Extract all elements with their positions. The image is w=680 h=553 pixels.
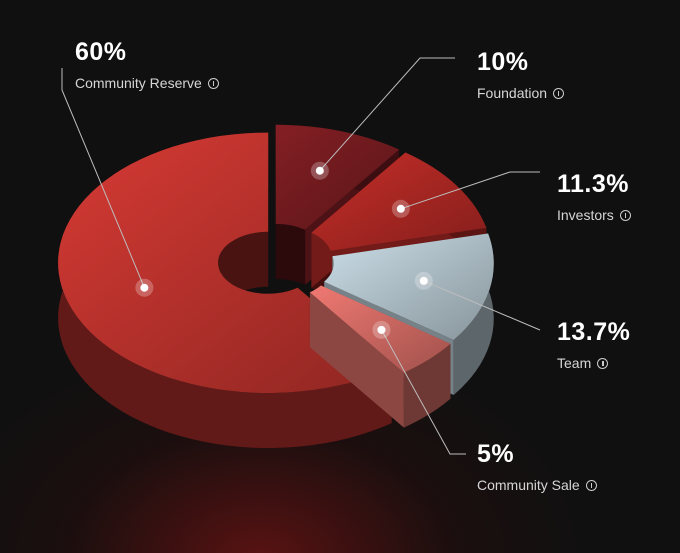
category-name: Team	[557, 355, 592, 371]
slice	[58, 132, 392, 393]
marker-dot	[419, 276, 428, 285]
label: 60% Community Reserve	[75, 38, 219, 91]
leader-line	[423, 280, 541, 331]
category-name: Foundation	[477, 85, 548, 101]
info-icon[interactable]	[553, 87, 565, 99]
category-name: Community Reserve	[75, 75, 202, 91]
info-icon[interactable]	[619, 209, 631, 221]
leader-line	[400, 171, 540, 210]
label: 11.3% Investors	[557, 170, 631, 223]
leader-line	[381, 329, 466, 455]
slice-outer-wall	[403, 343, 451, 428]
category-name: Community Sale	[477, 477, 580, 493]
label: 5% Community Sale	[477, 440, 597, 493]
slice	[275, 124, 400, 230]
leader-line	[61, 68, 145, 288]
slice-inner-wall	[275, 223, 306, 285]
percent-label: 13.7%	[557, 318, 631, 346]
slice-outer-wall	[453, 233, 494, 395]
marker-dot	[140, 283, 149, 292]
category-label: Foundation	[477, 85, 565, 101]
category-label: Community Reserve	[75, 75, 219, 91]
category-label: Investors	[557, 207, 631, 223]
leader-line	[319, 57, 455, 172]
label: 10% Foundation	[477, 48, 565, 101]
info-icon[interactable]	[585, 479, 597, 491]
percent-label: 11.3%	[557, 170, 630, 198]
marker-dot	[396, 204, 405, 213]
category-label: Team	[557, 355, 630, 371]
slice	[311, 152, 487, 251]
category-name: Investors	[557, 207, 614, 223]
marker-dot	[315, 166, 324, 175]
marker-dot	[377, 325, 386, 334]
slice	[324, 233, 494, 340]
percent-label: 10%	[477, 48, 529, 76]
slice-edge-wall	[309, 292, 404, 428]
percent-label: 60%	[75, 38, 127, 66]
percent-label: 5%	[477, 440, 515, 468]
info-icon[interactable]	[597, 357, 609, 369]
label: 13.7% Team	[557, 318, 630, 371]
info-icon[interactable]	[207, 77, 219, 89]
category-label: Community Sale	[477, 477, 597, 493]
